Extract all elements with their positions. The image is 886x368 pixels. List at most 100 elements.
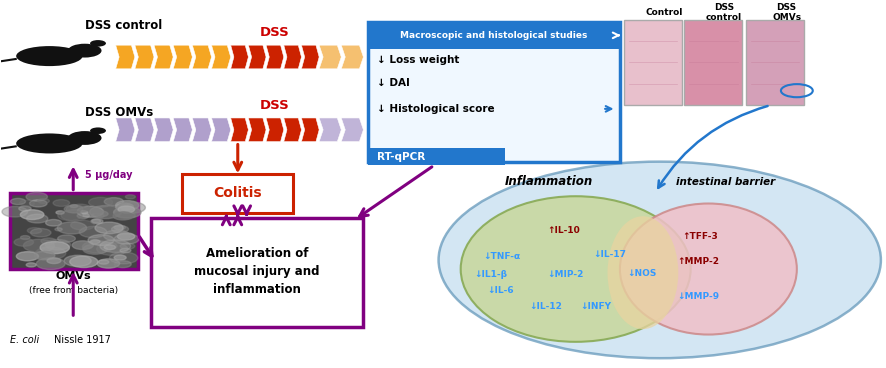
- Circle shape: [29, 200, 47, 207]
- Polygon shape: [341, 118, 363, 142]
- Polygon shape: [266, 118, 284, 142]
- Circle shape: [120, 204, 133, 209]
- Polygon shape: [212, 45, 230, 69]
- Text: Nissle 1917: Nissle 1917: [54, 335, 111, 345]
- Circle shape: [104, 230, 130, 241]
- Text: ↓IL-12: ↓IL-12: [530, 302, 563, 311]
- Text: ↓TNF-α: ↓TNF-α: [483, 252, 520, 261]
- Polygon shape: [248, 118, 266, 142]
- Text: ↓ Loss weight: ↓ Loss weight: [377, 55, 459, 65]
- Polygon shape: [301, 45, 319, 69]
- Polygon shape: [266, 45, 284, 69]
- Circle shape: [70, 256, 97, 268]
- Circle shape: [112, 226, 128, 233]
- Circle shape: [27, 263, 36, 267]
- Circle shape: [120, 243, 135, 249]
- Polygon shape: [230, 45, 248, 69]
- Circle shape: [20, 236, 30, 240]
- Circle shape: [37, 198, 50, 204]
- FancyBboxPatch shape: [685, 20, 742, 105]
- Text: ↓INFY: ↓INFY: [580, 302, 611, 311]
- Circle shape: [77, 213, 89, 218]
- FancyBboxPatch shape: [10, 192, 138, 269]
- Circle shape: [35, 251, 55, 260]
- Text: Inflammation: Inflammation: [505, 175, 594, 188]
- Circle shape: [97, 259, 120, 268]
- Circle shape: [91, 219, 103, 224]
- Text: DSS
control: DSS control: [706, 3, 742, 22]
- Circle shape: [45, 240, 71, 250]
- Circle shape: [95, 222, 123, 234]
- FancyBboxPatch shape: [368, 148, 505, 165]
- Polygon shape: [154, 45, 173, 69]
- Circle shape: [105, 198, 123, 206]
- Circle shape: [120, 248, 131, 253]
- Ellipse shape: [608, 216, 679, 329]
- Circle shape: [26, 192, 47, 201]
- Circle shape: [113, 207, 141, 218]
- Circle shape: [89, 197, 113, 207]
- Polygon shape: [135, 118, 154, 142]
- Ellipse shape: [90, 127, 106, 134]
- Text: ↓MIP-2: ↓MIP-2: [548, 270, 584, 279]
- Text: DSS: DSS: [260, 99, 290, 112]
- Circle shape: [82, 244, 107, 254]
- Circle shape: [88, 235, 114, 245]
- Circle shape: [118, 206, 135, 213]
- Circle shape: [91, 213, 105, 218]
- Circle shape: [71, 220, 95, 230]
- Circle shape: [35, 247, 66, 259]
- Text: Colitis: Colitis: [214, 186, 262, 200]
- Circle shape: [92, 219, 101, 223]
- Circle shape: [64, 255, 91, 266]
- Text: ↓NOS: ↓NOS: [627, 269, 657, 278]
- Circle shape: [110, 252, 138, 264]
- Circle shape: [98, 242, 117, 250]
- Circle shape: [56, 211, 64, 214]
- Circle shape: [71, 204, 90, 212]
- Circle shape: [114, 225, 125, 230]
- Text: ↑MMP-2: ↑MMP-2: [678, 257, 719, 266]
- Polygon shape: [192, 118, 212, 142]
- Circle shape: [45, 219, 62, 226]
- Circle shape: [55, 228, 62, 231]
- Polygon shape: [301, 118, 319, 142]
- Polygon shape: [173, 118, 192, 142]
- Circle shape: [114, 255, 126, 260]
- FancyBboxPatch shape: [182, 174, 292, 213]
- Circle shape: [114, 261, 131, 268]
- Circle shape: [41, 238, 56, 244]
- Circle shape: [58, 235, 75, 242]
- Circle shape: [30, 229, 51, 237]
- Ellipse shape: [16, 46, 82, 66]
- Circle shape: [23, 239, 54, 252]
- FancyBboxPatch shape: [152, 218, 363, 327]
- Polygon shape: [116, 45, 135, 69]
- Text: ↑TFF-3: ↑TFF-3: [682, 232, 718, 241]
- Text: ↓IL1-β: ↓IL1-β: [474, 270, 507, 279]
- Circle shape: [19, 200, 35, 206]
- Circle shape: [98, 260, 109, 264]
- Circle shape: [40, 241, 69, 254]
- Circle shape: [90, 240, 100, 244]
- Polygon shape: [319, 45, 341, 69]
- Polygon shape: [248, 45, 266, 69]
- Circle shape: [97, 243, 128, 255]
- Polygon shape: [116, 118, 135, 142]
- Circle shape: [64, 205, 83, 213]
- Circle shape: [126, 195, 136, 199]
- Circle shape: [118, 233, 135, 240]
- Circle shape: [95, 211, 108, 217]
- Circle shape: [61, 210, 89, 221]
- Text: ↑IL-10: ↑IL-10: [548, 226, 580, 235]
- Text: intestinal barrier: intestinal barrier: [676, 177, 776, 187]
- Circle shape: [47, 258, 61, 263]
- Text: DSS: DSS: [260, 26, 290, 39]
- Polygon shape: [135, 45, 154, 69]
- Circle shape: [53, 199, 70, 206]
- Text: ↓MMP-9: ↓MMP-9: [678, 292, 719, 301]
- Text: ↓ Histological score: ↓ Histological score: [377, 104, 494, 114]
- Ellipse shape: [620, 204, 797, 335]
- Circle shape: [81, 211, 88, 214]
- FancyBboxPatch shape: [368, 21, 620, 49]
